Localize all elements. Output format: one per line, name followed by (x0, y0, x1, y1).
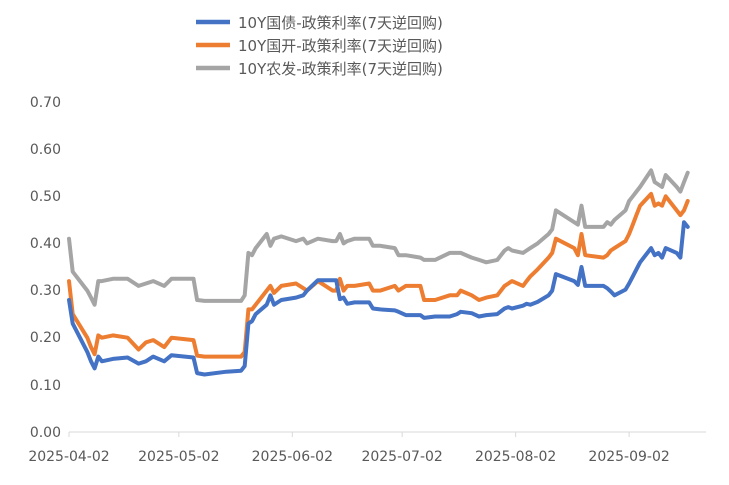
legend-label-2: 10Y国开-政策利率(7天逆回购) (238, 37, 443, 55)
y-axis: 0.00 0.10 0.20 0.30 0.40 0.50 0.60 0.70 (30, 95, 61, 441)
y-tick-label: 0.30 (30, 283, 61, 299)
x-tick-label: 2025-09-02 (588, 449, 669, 465)
x-tick-labels: 2025-04-02 2025-05-02 2025-06-02 2025-07… (28, 449, 669, 465)
series-line-3 (67, 168, 690, 307)
x-tick-label: 2025-06-02 (252, 449, 333, 465)
x-tick-marks (68, 432, 630, 437)
legend-label-1: 10Y国债-政策利率(7天逆回购) (238, 14, 443, 32)
legend: 10Y国债-政策利率(7天逆回购) 10Y国开-政策利率(7天逆回购) 10Y农… (196, 14, 443, 78)
x-tick-label: 2025-04-02 (28, 449, 109, 465)
y-tick-label: 0.10 (30, 378, 61, 394)
y-tick-label: 0.00 (30, 425, 61, 441)
series-line-1 (67, 220, 690, 377)
y-tick-label: 0.50 (30, 189, 61, 205)
legend-entry-3: 10Y农发-政策利率(7天逆回购) (196, 60, 443, 78)
y-tick-label: 0.70 (30, 95, 61, 111)
legend-entry-1: 10Y国债-政策利率(7天逆回购) (196, 14, 443, 32)
y-tick-label: 0.60 (30, 142, 61, 158)
x-tick-label: 2025-08-02 (475, 449, 556, 465)
plot-area (67, 168, 690, 377)
y-tick-label: 0.40 (30, 236, 61, 252)
series-line-2 (67, 191, 690, 359)
legend-label-3: 10Y农发-政策利率(7天逆回购) (238, 60, 443, 78)
x-tick-label: 2025-07-02 (361, 449, 442, 465)
y-tick-label: 0.20 (30, 330, 61, 346)
x-axis: 2025-04-02 2025-05-02 2025-06-02 2025-07… (28, 431, 706, 465)
legend-entry-2: 10Y国开-政策利率(7天逆回购) (196, 37, 443, 55)
x-tick-label: 2025-05-02 (138, 449, 219, 465)
